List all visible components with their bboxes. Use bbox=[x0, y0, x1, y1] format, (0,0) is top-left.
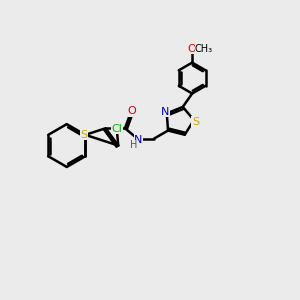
Text: O: O bbox=[127, 106, 136, 116]
Text: N: N bbox=[161, 107, 170, 117]
Text: S: S bbox=[192, 117, 199, 127]
Text: Cl: Cl bbox=[112, 124, 122, 134]
Text: O: O bbox=[188, 44, 197, 54]
Text: S: S bbox=[80, 130, 87, 140]
Text: N: N bbox=[134, 135, 142, 145]
Text: H: H bbox=[130, 140, 138, 150]
Text: CH₃: CH₃ bbox=[195, 44, 213, 54]
